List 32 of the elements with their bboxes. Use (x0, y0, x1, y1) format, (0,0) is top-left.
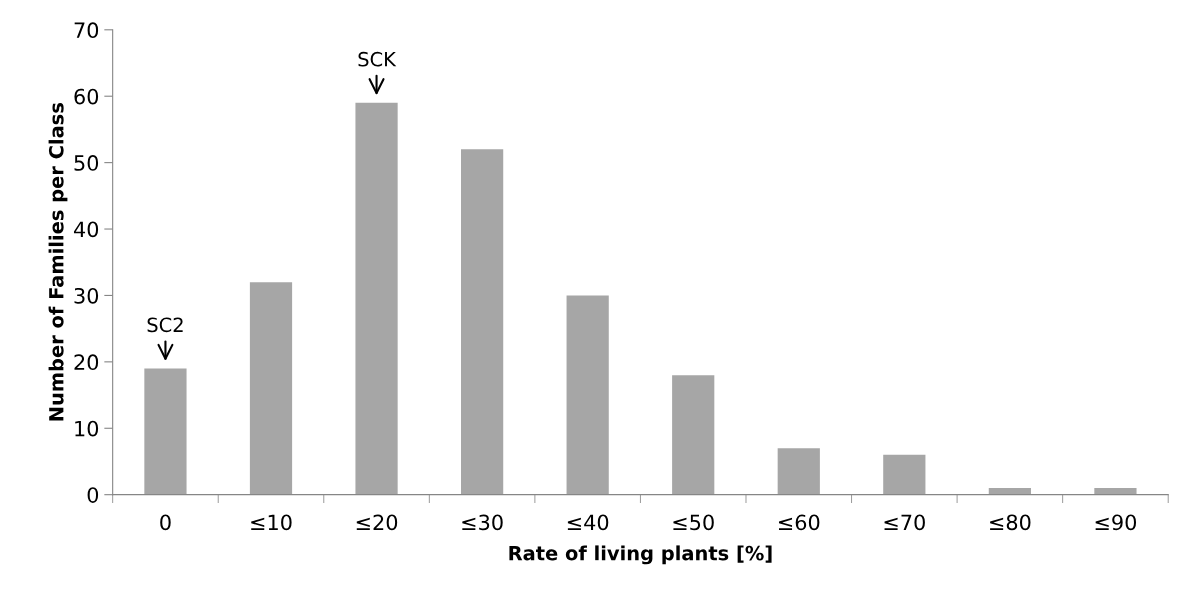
x-tick-label: ≤60 (778, 514, 820, 531)
bar (461, 149, 504, 495)
x-tick-label: ≤30 (462, 514, 503, 531)
bar (566, 295, 609, 495)
y-tick-label: 40 (73, 221, 99, 238)
x-tick-label: ≤50 (673, 514, 714, 531)
y-axis-title: Number of Families per Class (48, 103, 68, 421)
x-tick-label: ≤10 (251, 514, 292, 531)
y-tick-label: 60 (74, 88, 99, 105)
y-tick-label: 20 (74, 354, 99, 371)
x-tick-label: ≤70 (884, 514, 925, 531)
bar (883, 454, 926, 495)
y-tick-label: 70 (74, 22, 99, 39)
x-tick-label: ≤40 (567, 514, 609, 531)
x-axis-title: Rate of living plants [%] (509, 545, 772, 565)
bar (988, 488, 1031, 495)
x-tick-label: ≤90 (1095, 514, 1137, 531)
bar (355, 102, 398, 495)
bar (777, 448, 820, 495)
x-tick-label: 0 (160, 514, 171, 531)
annotation: SC2 (147, 317, 183, 333)
bar (1094, 488, 1137, 495)
bar (249, 282, 293, 495)
y-tick-label: 10 (75, 420, 99, 437)
bar (144, 368, 187, 495)
y-tick-label: 30 (74, 287, 99, 304)
x-tick-label: ≤20 (356, 514, 398, 531)
y-tick-label: 0 (87, 487, 99, 503)
y-tick-label: 50 (74, 155, 99, 171)
annotation: SCK (358, 51, 397, 67)
x-tick-label: ≤80 (990, 514, 1031, 531)
bar (672, 375, 715, 495)
